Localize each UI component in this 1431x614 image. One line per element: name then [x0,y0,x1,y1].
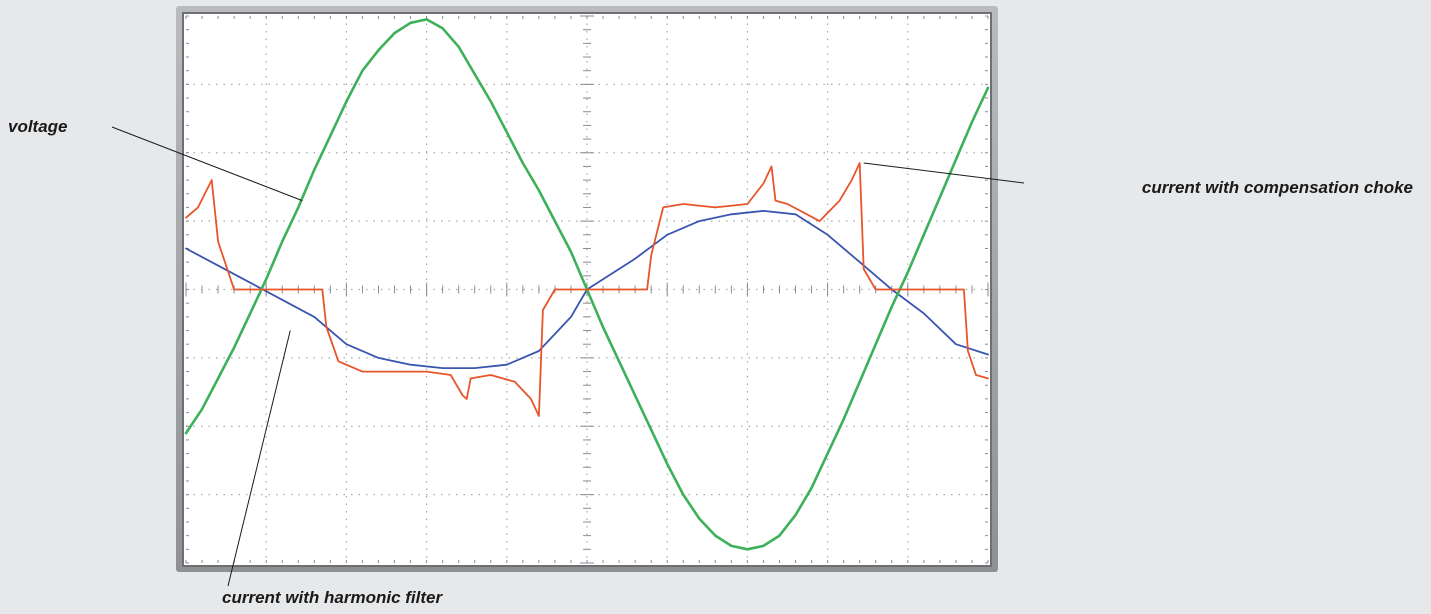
choke-current-annotation: current with compensation choke [1142,178,1413,197]
series-line-current-choke [185,162,989,417]
leader-lines [111,126,1025,587]
grid [185,15,989,564]
voltage-leader [111,126,303,202]
voltage-annotation: voltage [8,117,68,136]
filter-current-annotation: current with harmonic filter [222,588,443,607]
choke-current-leader [863,162,1025,184]
filter-current-leader [227,330,291,587]
series-group [184,18,990,551]
